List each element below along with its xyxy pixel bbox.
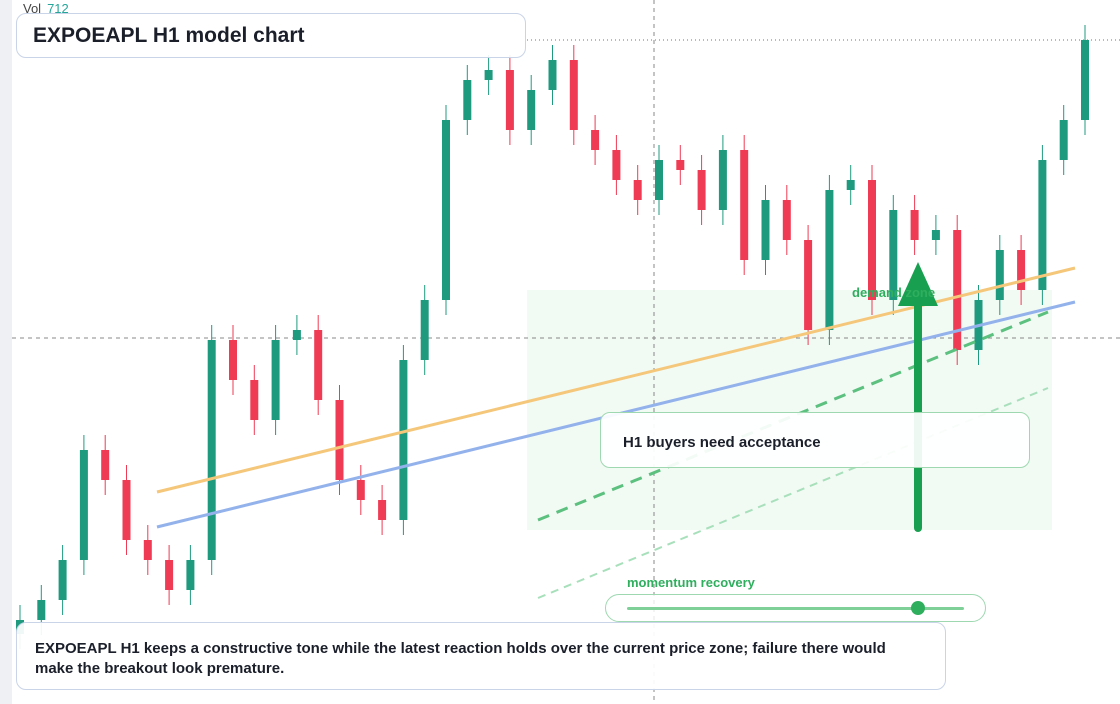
arrow-head	[898, 262, 938, 306]
candle-body	[292, 330, 301, 340]
candle-body	[505, 70, 514, 130]
candle-body	[484, 70, 493, 80]
candle-body	[335, 400, 344, 480]
candle-body	[37, 600, 46, 620]
volume-label: Vol	[23, 1, 42, 16]
candle-body	[314, 330, 323, 400]
candle-body	[697, 170, 706, 210]
momentum-slider[interactable]	[605, 594, 986, 622]
candle-body	[825, 190, 834, 330]
candle-body	[420, 300, 429, 360]
candle-body	[953, 230, 962, 350]
candle-body	[79, 450, 88, 560]
slider-track	[627, 607, 964, 610]
candle-body	[527, 90, 536, 130]
candle-body	[442, 120, 450, 300]
summary-note: EXPOEAPL H1 keeps a constructive tone wh…	[16, 622, 946, 690]
candle-body	[740, 150, 749, 260]
candle-body	[804, 240, 813, 330]
candle-body	[1038, 160, 1047, 290]
candle-body	[1059, 120, 1068, 160]
candle-body	[591, 130, 600, 150]
candle-body	[569, 60, 578, 130]
slider-knob[interactable]	[911, 601, 925, 615]
slider-label: momentum recovery	[627, 575, 755, 590]
candle-body	[612, 150, 621, 180]
zone-label: demand zone	[852, 285, 936, 300]
candle-body	[58, 560, 67, 600]
candle-body	[207, 340, 216, 560]
candle-body	[463, 80, 472, 120]
candle-body	[868, 180, 876, 300]
candle-body	[761, 200, 770, 260]
candle-body	[186, 560, 195, 590]
projection-line	[537, 387, 1049, 599]
candle-body	[931, 230, 940, 240]
candle-body	[548, 60, 557, 90]
candle-body	[676, 160, 685, 170]
candle-body	[655, 160, 663, 200]
chart-title: EXPOEAPL H1 model chart	[16, 13, 526, 58]
candle-body	[633, 180, 642, 200]
candle-body	[101, 450, 110, 480]
projection-line	[537, 310, 1049, 522]
candle-body	[718, 150, 727, 210]
volume-value: 712	[47, 1, 69, 16]
candle-body	[995, 250, 1004, 300]
candle-body	[910, 210, 919, 240]
candle-body	[122, 480, 131, 540]
candle-body	[165, 560, 174, 590]
candle-body	[399, 360, 408, 520]
candle-body	[889, 210, 898, 300]
volume-readout: Vol 712	[23, 1, 69, 16]
callout: H1 buyers need acceptance	[600, 412, 1030, 468]
candle-body	[846, 180, 855, 190]
candle-body	[250, 380, 259, 420]
left-strip	[0, 0, 12, 704]
candle-body	[378, 500, 387, 520]
candle-body	[782, 200, 791, 240]
candle-body	[229, 340, 237, 380]
candle-body	[143, 540, 152, 560]
candles	[16, 25, 1089, 649]
candle-body	[1017, 250, 1026, 290]
candle-body	[1081, 40, 1089, 120]
candle-body	[356, 480, 365, 500]
candle-body	[271, 340, 280, 420]
